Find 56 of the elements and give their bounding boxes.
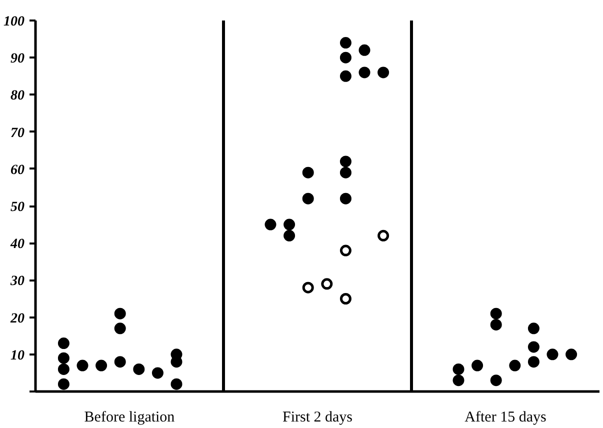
point xyxy=(114,322,126,334)
text: First 2 days xyxy=(282,410,353,426)
y-tick-label: 50 xyxy=(10,200,24,215)
point xyxy=(321,278,333,290)
y-tick-label: 60 xyxy=(10,162,24,178)
point xyxy=(76,360,88,372)
point xyxy=(340,244,352,256)
y-tick-label: 10 xyxy=(10,348,24,364)
point xyxy=(340,156,352,168)
point xyxy=(378,230,390,242)
point xyxy=(358,66,370,78)
point xyxy=(490,308,502,320)
point xyxy=(358,44,370,56)
point xyxy=(378,66,390,78)
point xyxy=(566,348,578,360)
point xyxy=(264,218,276,230)
point xyxy=(133,364,145,375)
point xyxy=(509,360,521,372)
point xyxy=(58,352,70,364)
point xyxy=(58,364,70,375)
point xyxy=(302,282,314,294)
point xyxy=(58,338,70,350)
point xyxy=(96,360,108,372)
point xyxy=(284,218,296,230)
point xyxy=(452,364,464,375)
point xyxy=(340,293,352,304)
y-tick-label: 40 xyxy=(10,237,24,252)
point xyxy=(340,70,352,82)
y-tick-label: 80 xyxy=(10,88,24,104)
point xyxy=(546,348,558,360)
y-tick-label: 70 xyxy=(10,126,24,141)
point xyxy=(302,192,314,204)
point xyxy=(58,378,70,390)
point xyxy=(528,356,540,368)
point xyxy=(340,52,352,64)
point xyxy=(528,322,540,334)
point xyxy=(284,230,296,242)
point xyxy=(340,166,352,178)
point xyxy=(472,360,484,372)
point xyxy=(302,166,314,178)
text: Before ligation xyxy=(84,410,176,426)
point xyxy=(490,374,502,386)
point xyxy=(114,356,126,368)
y-tick-label: 90 xyxy=(10,52,24,67)
y-tick-label: 100 xyxy=(4,14,24,30)
point xyxy=(528,341,540,353)
point xyxy=(340,192,352,204)
text: After 15 days xyxy=(464,410,546,426)
point xyxy=(152,367,164,379)
point xyxy=(452,374,464,386)
point xyxy=(170,378,182,390)
point xyxy=(114,308,126,320)
y-tick-label: 20 xyxy=(10,311,24,326)
point xyxy=(490,318,502,330)
point xyxy=(340,37,352,48)
y-tick-label: 30 xyxy=(10,274,24,290)
